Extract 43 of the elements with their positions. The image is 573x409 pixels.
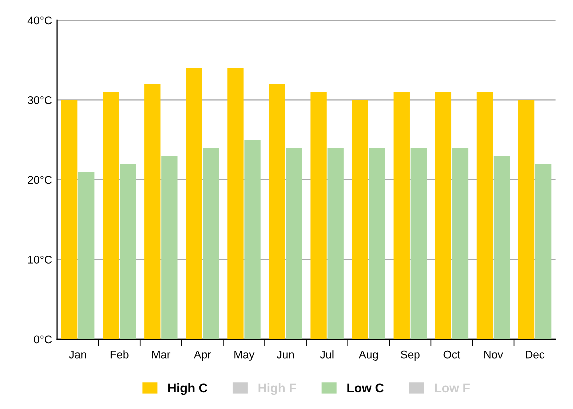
bar — [203, 148, 220, 340]
x-tick-label: Dec — [526, 350, 545, 359]
x-tick-label: Jan — [69, 350, 86, 359]
bar — [228, 68, 244, 340]
bar — [78, 172, 95, 340]
bar — [186, 68, 202, 340]
x-tick-label: Feb — [110, 350, 129, 359]
bar — [535, 164, 552, 340]
x-tick-label: Aug — [359, 350, 378, 361]
bar — [61, 100, 78, 340]
y-tick-label: 10°C — [28, 256, 52, 264]
bar — [286, 148, 302, 340]
x-tick-label: Sep — [401, 350, 420, 361]
bar — [120, 164, 136, 340]
bar — [476, 92, 494, 340]
legend-label: High C — [168, 383, 208, 396]
x-tick-label: May — [234, 350, 255, 361]
x-tick-label: Jul — [320, 350, 334, 359]
bar — [394, 92, 410, 340]
x-tick-label: Nov — [484, 350, 504, 359]
bar — [144, 84, 161, 340]
bar — [452, 148, 469, 340]
y-tick-label: 40°C — [28, 16, 52, 25]
bar — [269, 84, 286, 340]
bar — [494, 156, 510, 340]
x-tick-label: Mar — [152, 350, 171, 359]
bar — [103, 92, 120, 340]
bar — [410, 148, 428, 340]
bar — [310, 92, 327, 340]
bar — [162, 156, 178, 340]
y-tick-label: 30°C — [28, 96, 52, 104]
y-tick-label: 0°C — [34, 336, 52, 344]
x-tick-label: Apr — [194, 350, 212, 361]
x-tick-label: Jun — [277, 350, 294, 359]
bar — [328, 148, 344, 340]
bar — [518, 100, 535, 340]
legend-label: Low C — [348, 384, 384, 393]
y-tick-label: 20°C — [28, 176, 52, 184]
bar — [352, 100, 368, 340]
bar — [244, 140, 261, 340]
x-tick-label: Oct — [444, 350, 461, 359]
bar — [369, 148, 386, 340]
bar — [435, 92, 452, 340]
